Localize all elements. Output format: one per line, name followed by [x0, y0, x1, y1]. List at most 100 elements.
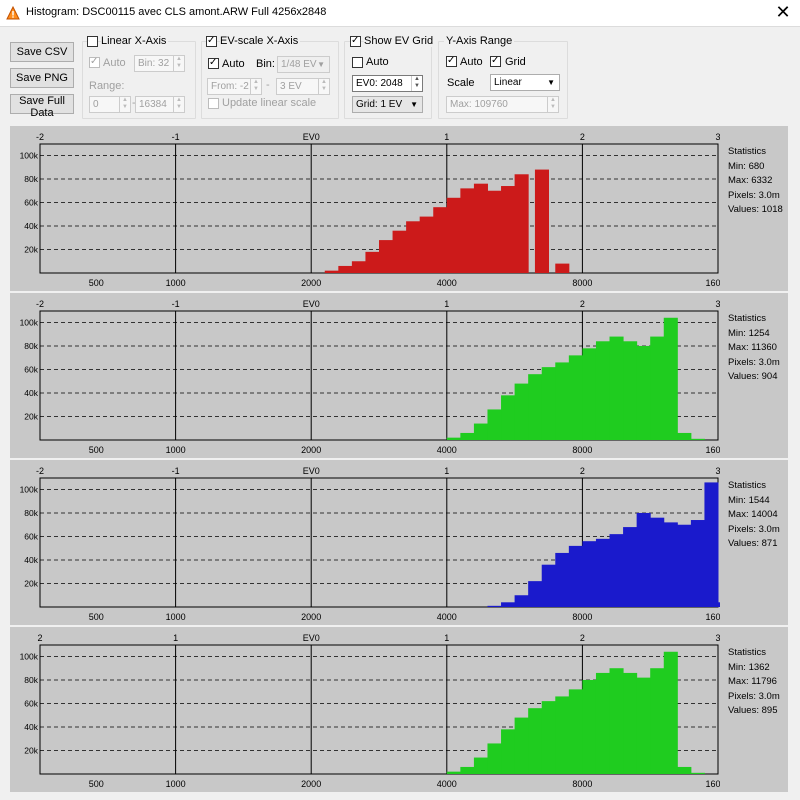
- close-button[interactable]: ✕: [775, 2, 791, 22]
- stats-values: Values: 1018: [728, 204, 783, 215]
- histogram-bar: [663, 651, 678, 774]
- stats-title: Statistics: [728, 480, 767, 491]
- spin-arrows-icon[interactable]: ▲ ▼: [318, 79, 329, 94]
- spin-arrows-icon[interactable]: ▲ ▼: [173, 56, 184, 71]
- ev-from-input[interactable]: From: -2 ▲ ▼: [207, 78, 262, 95]
- bottom-tick-label: 8000: [572, 445, 592, 455]
- spin-arrows-icon[interactable]: ▲ ▼: [119, 97, 130, 112]
- ev0-input[interactable]: EV0: 2048 ▲ ▼: [352, 75, 423, 92]
- ev-to-value: 3 EV: [280, 81, 302, 92]
- bottom-tick-label: 2000: [301, 445, 321, 455]
- histogram-bar: [623, 672, 638, 774]
- chevron-down-icon: ▼: [410, 100, 418, 109]
- histogram-bar: [582, 679, 597, 774]
- histogram-bar: [636, 345, 651, 440]
- ev-bin-value: 1/48 EV: [281, 59, 317, 70]
- top-tick-label: EV0: [303, 132, 320, 142]
- bottom-tick-label: 1000: [166, 278, 186, 288]
- histogram-bar: [650, 668, 665, 774]
- histogram-bar: [514, 595, 529, 607]
- ev-x-axis-label: EV-scale X-Axis: [220, 35, 301, 47]
- warning-triangle-icon: [6, 6, 20, 20]
- histogram-bar: [365, 251, 380, 273]
- ev-auto-checkbox[interactable]: [208, 56, 219, 69]
- save-csv-button[interactable]: Save CSV: [10, 42, 74, 62]
- spin-arrows-icon[interactable]: ▲ ▼: [173, 97, 184, 112]
- bottom-tick-label: 8000: [572, 779, 592, 789]
- y-tick-label: 40k: [24, 722, 38, 732]
- histogram-bar: [636, 512, 651, 607]
- y-tick-label: 80k: [24, 174, 38, 184]
- ev-grid-auto-label: Auto: [366, 56, 389, 68]
- top-tick-label: 1: [444, 633, 449, 643]
- save-full-data-button[interactable]: Save Full Data: [10, 94, 74, 119]
- linear-x-axis-checkbox[interactable]: [87, 36, 98, 47]
- histogram-bar: [677, 524, 692, 607]
- histogram-chart-green-2: 20k 40k 60k 80k 100k 2 1 EV0 1 2 3 500 1000 2000 4000 8…: [20, 633, 720, 789]
- ev-bin-select[interactable]: 1/48 EV ▼: [277, 56, 330, 73]
- linear-bin-input[interactable]: Bin: 32 ▲ ▼: [134, 55, 185, 72]
- histogram-bar: [473, 757, 488, 774]
- histogram-bar: [460, 432, 475, 440]
- histogram-bar: [568, 545, 583, 607]
- bottom-tick-label: 2000: [301, 278, 321, 288]
- bottom-tick-label: 500: [89, 612, 104, 622]
- stats-min: Min: 1362: [728, 661, 770, 673]
- histogram-bar: [690, 520, 705, 607]
- ev-grid-auto-checkbox[interactable]: [352, 57, 363, 68]
- histogram-bar: [595, 538, 611, 607]
- y-tick-label: 20k: [24, 745, 38, 755]
- y-scale-select[interactable]: Linear ▼: [490, 74, 560, 91]
- save-png-button[interactable]: Save PNG: [10, 68, 74, 88]
- top-tick-label: 1: [173, 633, 178, 643]
- histogram-bar: [514, 717, 529, 774]
- chevron-down-icon: ▼: [317, 60, 325, 69]
- ev-to-input[interactable]: 3 EV ▲ ▼: [276, 78, 330, 95]
- stats-min: Min: 1544: [728, 494, 770, 506]
- stats-title: Statistics: [728, 647, 767, 658]
- y-grid-checkbox[interactable]: [490, 54, 501, 67]
- top-tick-label: EV0: [303, 633, 320, 643]
- y-max-input[interactable]: Max: 109760 ▲ ▼: [446, 96, 559, 113]
- histogram-bar: [473, 423, 488, 440]
- spin-arrows-icon[interactable]: ▲ ▼: [250, 79, 261, 94]
- histogram-bar: [623, 341, 638, 440]
- y-tick-label: 100k: [20, 150, 39, 160]
- linear-range-to-input[interactable]: 16384 ▲ ▼: [135, 96, 185, 113]
- histogram-panel-blue: 20k 40k 60k 80k 100k -2 -1 EV0 1 2 3 500 1000 2000 400…: [10, 460, 788, 625]
- y-tick-label: 100k: [20, 484, 39, 494]
- histogram-bar: [704, 482, 719, 607]
- spin-arrows-icon[interactable]: ▲ ▼: [547, 97, 558, 112]
- ev-x-axis-checkbox[interactable]: [206, 34, 217, 47]
- show-ev-grid-checkbox[interactable]: [350, 34, 361, 47]
- grid-step-value: Grid: 1 EV: [356, 99, 403, 110]
- linear-range-from-input[interactable]: 0 ▲ ▼: [89, 96, 131, 113]
- y-tick-label: 60k: [24, 364, 38, 374]
- bottom-tick-label: 2000: [301, 779, 321, 789]
- bottom-tick-label: 1000: [166, 445, 186, 455]
- spin-arrows-icon[interactable]: ▲ ▼: [411, 76, 422, 91]
- histogram-bar: [718, 602, 720, 607]
- update-linear-scale-checkbox[interactable]: [208, 98, 219, 109]
- y-auto-checkbox[interactable]: [446, 54, 457, 67]
- top-tick-label: 3: [715, 633, 720, 643]
- y-tick-label: 40k: [24, 221, 38, 231]
- y-tick-label: 40k: [24, 388, 38, 398]
- histogram-bar: [528, 708, 543, 774]
- histogram-bar: [473, 183, 488, 273]
- grid-step-select[interactable]: Grid: 1 EV ▼: [352, 96, 423, 113]
- stats-blue: Statistics Min: 1544 Max: 14004 Pixels: …: [728, 479, 780, 552]
- histogram-bar: [419, 216, 434, 273]
- y-tick-label: 100k: [20, 317, 39, 327]
- histogram-bar: [487, 190, 502, 273]
- stats-min: Min: 680: [728, 160, 765, 172]
- histogram-bar: [392, 230, 407, 273]
- bottom-tick-label: 16000: [705, 779, 720, 789]
- histogram-bar: [446, 771, 461, 774]
- histogram-bar: [677, 432, 692, 440]
- histogram-bar: [582, 541, 597, 607]
- stats-title: Statistics: [728, 313, 767, 324]
- histogram-bar: [568, 355, 583, 440]
- linear-auto-checkbox[interactable]: [89, 55, 100, 68]
- histogram-bar: [501, 186, 516, 273]
